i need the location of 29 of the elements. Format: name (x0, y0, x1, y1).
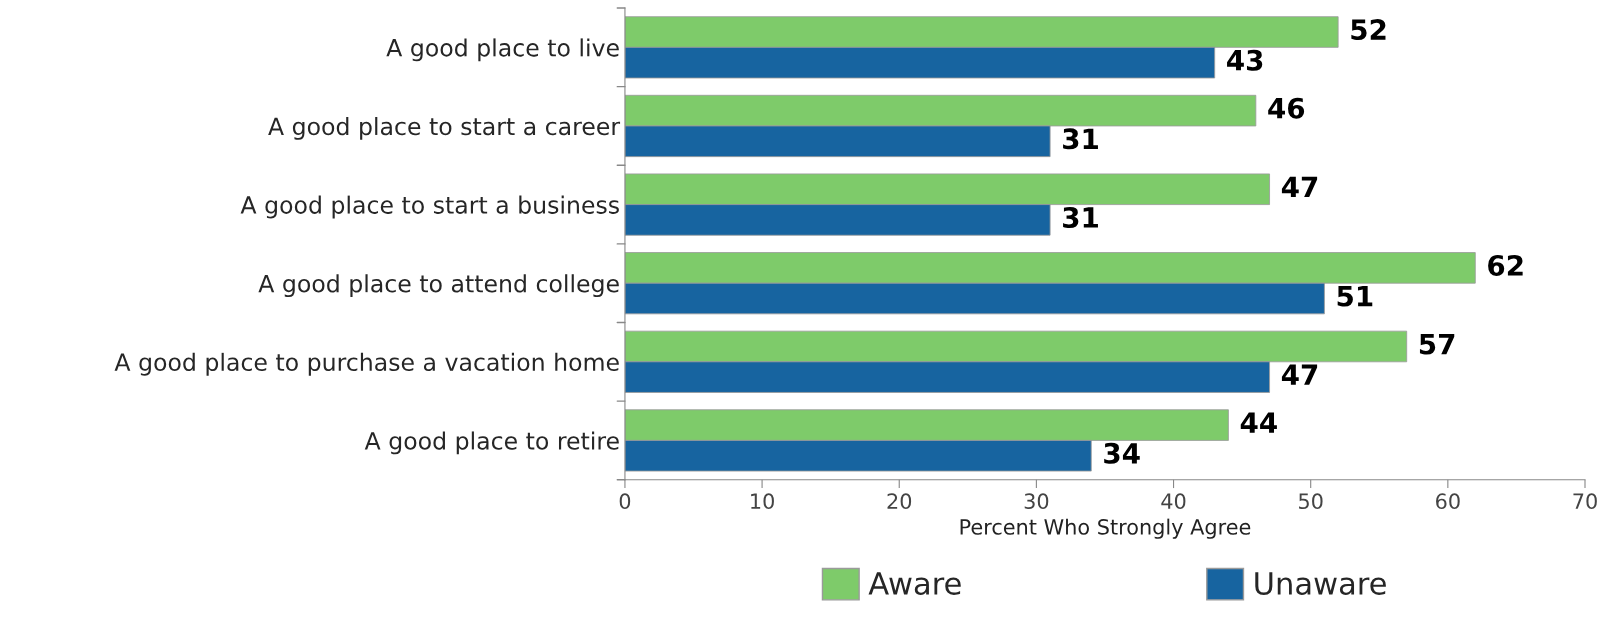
y-tick-label: A good place to retire (364, 431, 619, 455)
data-label: 31 (1063, 128, 1098, 150)
data-label: 34 (1104, 442, 1140, 464)
y-tick-label: A good place to purchase a vacation home (114, 352, 619, 376)
x-tick-label: 60 (1436, 493, 1460, 510)
x-tick-label: 50 (1299, 493, 1323, 510)
data-label: 44 (1240, 412, 1277, 433)
data-label: 46 (1268, 97, 1305, 119)
data-label: 62 (1488, 254, 1523, 276)
x-tick-label: 70 (1573, 493, 1597, 510)
x-tick-label: 10 (751, 493, 774, 510)
data-label: 43 (1227, 49, 1263, 71)
data-label: 47 (1281, 176, 1318, 197)
x-tick-label: 0 (619, 493, 631, 510)
data-label: 51 (1337, 285, 1373, 307)
y-tick-label: A good place to start a business (240, 195, 619, 219)
x-tick-label: 30 (1024, 493, 1049, 510)
data-label: 47 (1281, 364, 1318, 385)
x-tick-label: 40 (1161, 493, 1186, 510)
x-axis-title: Percent Who Strongly Agree (960, 518, 1251, 539)
legend-label: Unaware (1255, 572, 1386, 595)
data-label: 31 (1063, 206, 1098, 228)
y-tick-label: A good place to live (386, 38, 619, 62)
y-tick-label: A good place to start a career (268, 117, 621, 140)
legend-label: Aware (868, 572, 961, 595)
data-label: 57 (1419, 333, 1455, 355)
x-tick-label: 20 (887, 493, 912, 510)
data-label: 52 (1351, 19, 1386, 41)
y-tick-label: A good place to attend college (258, 274, 619, 298)
